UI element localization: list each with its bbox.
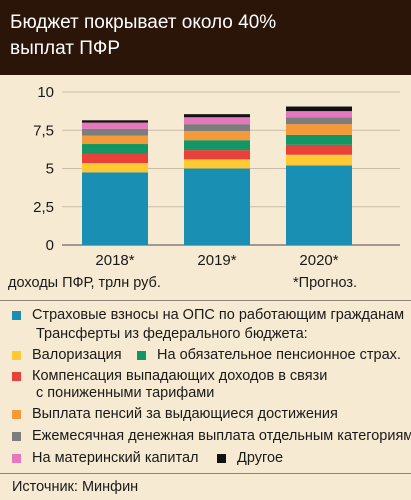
forecast-note: *Прогноз. bbox=[293, 275, 357, 291]
chart-title-line-1: Бюджет покрывает около 40% bbox=[10, 12, 277, 33]
stacked-bar-chart: 0 2,5 5 7,5 10 2018* 2019* 2020* доходы ПФР, т… bbox=[8, 84, 400, 291]
legend-label-compensation-line-2: с пониженными тарифами bbox=[36, 385, 215, 401]
legend-swatch-monthly-payment bbox=[12, 432, 21, 441]
legend-label-maternity-capital: На материнский капитал bbox=[32, 450, 199, 466]
bar-segment bbox=[184, 131, 250, 141]
bar-segment bbox=[184, 150, 250, 160]
y-tick-label: 2,5 bbox=[33, 199, 54, 216]
bar-segment bbox=[82, 122, 148, 129]
bar-segment bbox=[184, 140, 250, 151]
bar-segment bbox=[82, 153, 148, 164]
bar-segment bbox=[286, 144, 352, 155]
legend-label-mandatory-insurance: На обязательное пенсионное страх. bbox=[157, 347, 401, 363]
bar-segment bbox=[286, 117, 352, 125]
legend-label-compensation: Компенсация выпадающих доходов в связи bbox=[32, 368, 328, 384]
bar-segment bbox=[184, 117, 250, 125]
source-note: Источник: Минфин bbox=[12, 479, 139, 495]
bar-segment bbox=[184, 168, 250, 245]
legend-swatch-other bbox=[217, 454, 226, 463]
bar-segment bbox=[82, 163, 148, 173]
legend-label-other: Другое bbox=[237, 450, 284, 466]
x-tick-labels: 2018* 2019* 2020* bbox=[95, 252, 338, 269]
chart-title-line-2: выплат ПФР bbox=[10, 38, 121, 59]
legend-label-monthly-payment: Ежемесячная денежная выплата отдельным к… bbox=[32, 428, 411, 444]
y-tick-label: 5 bbox=[46, 161, 54, 178]
bar-segment bbox=[82, 120, 148, 123]
legend-label-achievements: Выплата пенсий за выдающиеся достижения bbox=[32, 406, 338, 422]
bar-segment bbox=[184, 159, 250, 169]
y-tick-label: 10 bbox=[37, 84, 54, 101]
x-tick-label: 2019* bbox=[197, 252, 236, 269]
legend-swatch-achievements bbox=[12, 410, 21, 419]
legend-transfers-heading: Трансферты из федерального бюджета: bbox=[36, 326, 308, 342]
bar-segment bbox=[286, 124, 352, 135]
bar-segment bbox=[286, 165, 352, 245]
x-tick-label: 2020* bbox=[299, 252, 338, 269]
y-tick-label: 7,5 bbox=[33, 122, 54, 139]
x-tick-label: 2018* bbox=[95, 252, 134, 269]
bar-segment bbox=[184, 114, 250, 118]
legend-swatch-valorization bbox=[12, 351, 21, 360]
bar-segment bbox=[286, 111, 352, 118]
legend-label-insurance: Страховые взносы на ОПС по работающим гр… bbox=[32, 307, 405, 323]
legend-swatch-compensation bbox=[12, 372, 21, 381]
legend-label-valorization: Валоризация bbox=[32, 347, 122, 363]
legend-swatch-mandatory-insurance bbox=[137, 351, 146, 360]
bar-segment bbox=[184, 124, 250, 132]
y-axis-label: доходы ПФР, трлн руб. bbox=[8, 275, 161, 291]
y-tick-label: 0 bbox=[46, 237, 54, 254]
bar-segment bbox=[82, 128, 148, 136]
legend-swatch-maternity-capital bbox=[12, 454, 21, 463]
legend-swatch-insurance bbox=[12, 311, 21, 320]
bar-segment bbox=[82, 135, 148, 145]
chart-header: Бюджет покрывает около 40% выплат ПФР bbox=[0, 0, 411, 75]
bar-segment bbox=[82, 144, 148, 154]
legend: Страховые взносы на ОПС по работающим гр… bbox=[0, 300, 411, 474]
y-tick-labels: 0 2,5 5 7,5 10 bbox=[33, 84, 54, 254]
bar-segment bbox=[286, 154, 352, 166]
bar-segment bbox=[82, 172, 148, 245]
bar-segment bbox=[286, 134, 352, 145]
bars bbox=[82, 106, 352, 245]
bar-segment bbox=[286, 106, 352, 112]
